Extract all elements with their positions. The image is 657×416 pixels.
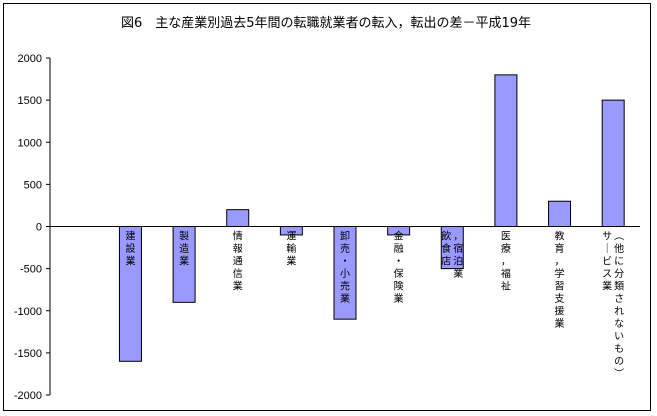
bar	[226, 209, 250, 227]
y-tick-label: 0	[36, 222, 42, 234]
bar	[494, 74, 518, 227]
bar	[548, 200, 572, 228]
category-label: 医療，福祉	[501, 231, 511, 293]
category-label: 教育，学習支援業	[555, 230, 565, 331]
category-label: 飲食店，宿泊業	[441, 230, 463, 281]
y-tick-label: -500	[20, 264, 42, 276]
category-label: 金融・保険業	[394, 230, 404, 306]
plot-area: 2000 1500 1000 500 0 -500 -1000 -1500 -2000 建設業 製造…	[14, 53, 640, 402]
bar	[601, 99, 625, 227]
y-tick-label: 500	[24, 179, 42, 191]
category-label: 建設業	[125, 230, 135, 268]
y-tick-label: 1000	[18, 137, 42, 149]
y-tick-label: -2000	[14, 390, 42, 402]
category-label: 情報通信業	[233, 230, 243, 293]
y-tick-label: -1000	[14, 306, 42, 318]
category-label: 製造業	[179, 230, 189, 268]
y-tick-label: 1500	[18, 95, 42, 107]
y-tick-label: 2000	[18, 53, 42, 65]
y-tick-label: -1500	[14, 348, 42, 360]
category-label: サ｜ビス業︵他に分類されないもの︶	[602, 231, 624, 381]
chart-title: 図6 主な産業別過去5年間の転職就業者の転入，転出の差－平成19年	[121, 15, 531, 31]
chart-frame	[3, 3, 651, 411]
category-label: 卸売・小売業	[340, 230, 350, 306]
category-label: 運輸業	[286, 231, 296, 268]
